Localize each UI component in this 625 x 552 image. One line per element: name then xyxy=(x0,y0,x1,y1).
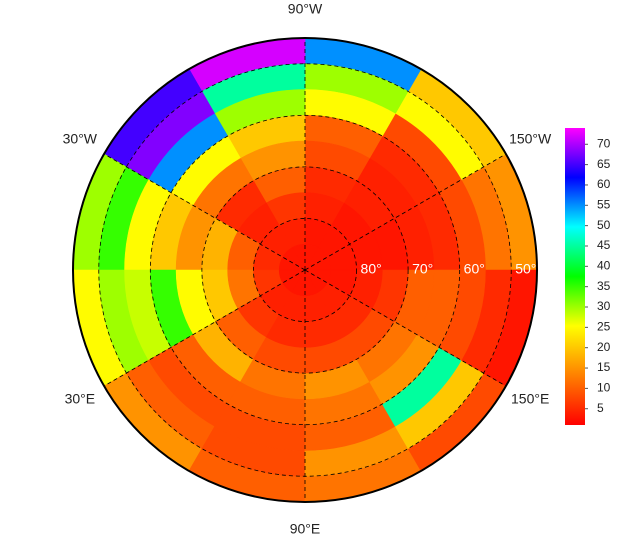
lon-label: 90°W xyxy=(288,1,323,17)
lat-label: 60° xyxy=(464,261,485,277)
lat-label: 70° xyxy=(412,261,433,277)
lat-label: 80° xyxy=(361,261,382,277)
meridian xyxy=(103,269,306,387)
meridian xyxy=(304,269,507,387)
colorbar-tick-label: 5 xyxy=(597,401,604,415)
lon-label: 30°E xyxy=(65,391,96,407)
colorbar-tick-label: 55 xyxy=(597,197,611,211)
map-border xyxy=(72,37,538,503)
colorbar-tick-label: 60 xyxy=(597,177,611,191)
colorbar-tick-label: 15 xyxy=(597,360,611,374)
colorbar: 5 10 15 20 25 30 35 40 45 50 55 60 65 70 xyxy=(565,128,611,425)
colorbar-tick-label: 30 xyxy=(597,299,611,313)
colorbar-tick-label: 65 xyxy=(597,157,611,171)
colorbar-tick-label: 50 xyxy=(597,218,611,232)
colorbar-tick-label: 10 xyxy=(597,381,611,395)
colorbar-tick-label: 20 xyxy=(597,340,611,354)
colorbar-tick-label: 70 xyxy=(597,136,611,150)
colorbar-tick-label: 40 xyxy=(597,259,611,273)
meridian xyxy=(103,153,306,271)
labels: 80° 70° 60° 50° 90°W 30°W 150°W 30°E 150°E 90°E xyxy=(63,1,552,537)
colorbar-tick-label: 25 xyxy=(597,320,611,334)
meridian xyxy=(304,153,507,271)
cell xyxy=(303,269,332,284)
lon-label: 150°E xyxy=(511,391,549,407)
lon-label: 30°W xyxy=(63,131,98,147)
colorbar-tick-label: 45 xyxy=(597,238,611,252)
graticule xyxy=(72,37,538,503)
colorbar-tick-label: 35 xyxy=(597,279,611,293)
lon-label: 150°W xyxy=(509,131,552,147)
lon-label: 90°E xyxy=(290,521,321,537)
parallel xyxy=(201,166,409,374)
lat-label: 50° xyxy=(515,261,536,277)
colorbar-bar xyxy=(565,128,585,425)
field xyxy=(72,37,538,503)
